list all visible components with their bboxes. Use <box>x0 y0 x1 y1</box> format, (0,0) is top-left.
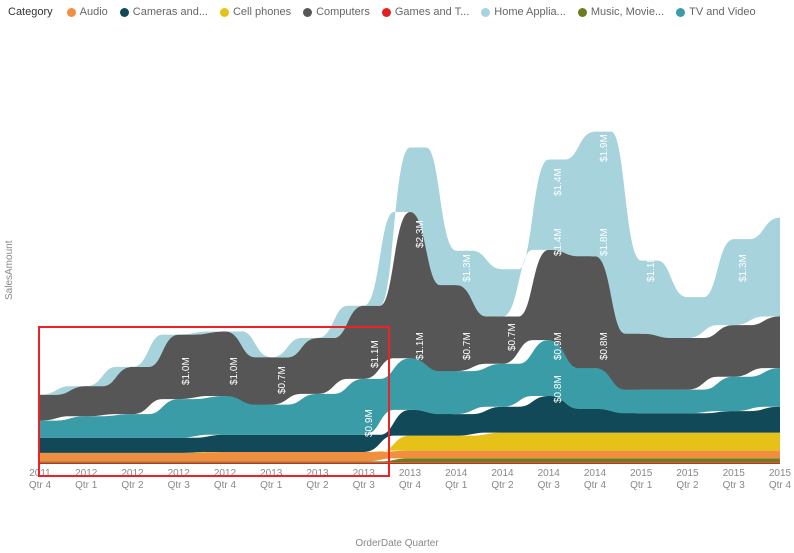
x-tick-label: 2015Qtr 2 <box>666 468 710 492</box>
x-tick-label: 2015Qtr 3 <box>712 468 756 492</box>
legend-item[interactable]: Audio <box>67 6 108 18</box>
legend-swatch <box>67 8 76 17</box>
x-tick-label: 2015Qtr 4 <box>758 468 794 492</box>
legend-item[interactable]: TV and Video <box>676 6 755 18</box>
legend-swatch <box>382 8 391 17</box>
legend-swatch <box>578 8 587 17</box>
legend-label: Games and T... <box>395 6 469 18</box>
x-tick-label: 2015Qtr 1 <box>619 468 663 492</box>
x-tick-label: 2011Qtr 4 <box>18 468 62 492</box>
legend-swatch <box>676 8 685 17</box>
x-tick-label: 2014Qtr 3 <box>527 468 571 492</box>
legend-item[interactable]: Computers <box>303 6 370 18</box>
data-label: $1.5M <box>784 229 794 257</box>
legend-swatch <box>303 8 312 17</box>
legend-item[interactable]: Cell phones <box>220 6 291 18</box>
legend-label: Home Applia... <box>494 6 566 18</box>
legend-label: Music, Movie... <box>591 6 664 18</box>
x-tick-label: 2013Qtr 1 <box>249 468 293 492</box>
legend: Category Audio Cameras and... Cell phones C… <box>0 0 794 18</box>
x-tick-label: 2013Qtr 4 <box>388 468 432 492</box>
legend-title: Category <box>8 6 53 18</box>
x-axis-ticks: 2011Qtr 42012Qtr 12012Qtr 22012Qtr 32012… <box>0 468 794 498</box>
legend-swatch <box>220 8 229 17</box>
x-tick-label: 2013Qtr 3 <box>342 468 386 492</box>
legend-item[interactable]: Home Applia... <box>481 6 566 18</box>
legend-item[interactable]: Cameras and... <box>120 6 208 18</box>
x-tick-label: 2012Qtr 3 <box>157 468 201 492</box>
x-tick-label: 2014Qtr 4 <box>573 468 617 492</box>
x-tick-label: 2014Qtr 2 <box>481 468 525 492</box>
legend-item[interactable]: Games and T... <box>382 6 469 18</box>
legend-label: TV and Video <box>689 6 755 18</box>
x-tick-label: 2012Qtr 2 <box>111 468 155 492</box>
series-band[interactable] <box>40 463 780 464</box>
legend-label: Cell phones <box>233 6 291 18</box>
legend-item[interactable]: Music, Movie... <box>578 6 664 18</box>
x-tick-label: 2012Qtr 4 <box>203 468 247 492</box>
x-tick-label: 2014Qtr 1 <box>434 468 478 492</box>
legend-label: Computers <box>316 6 370 18</box>
stacked-area-chart <box>40 34 780 464</box>
legend-swatch <box>481 8 490 17</box>
x-tick-label: 2012Qtr 1 <box>64 468 108 492</box>
data-label: $0.8M <box>784 323 794 351</box>
legend-label: Audio <box>80 6 108 18</box>
legend-label: Cameras and... <box>133 6 208 18</box>
legend-swatch <box>120 8 129 17</box>
x-tick-label: 2013Qtr 2 <box>296 468 340 492</box>
y-axis-label: SalesAmount <box>4 241 15 300</box>
x-axis-label: OrderDate Quarter <box>0 538 794 549</box>
